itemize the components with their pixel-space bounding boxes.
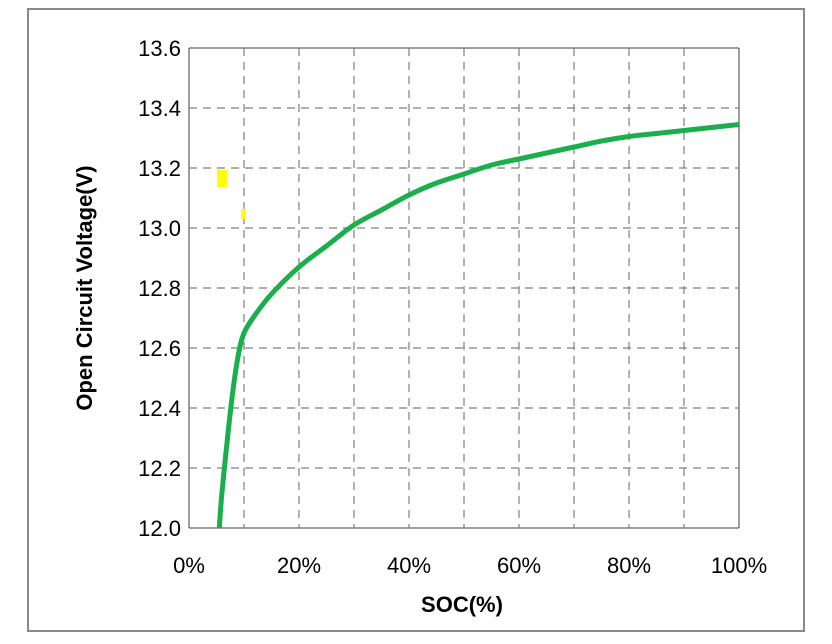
y-tick-label: 12.6: [138, 336, 181, 361]
chart-frame: 12.0 12.2 12.4 12.6 12.8 13.0 13.2 13.4 13.6 0% 2…: [27, 8, 805, 632]
chart-svg: 12.0 12.2 12.4 12.6 12.8 13.0 13.2 13.4 13.6 0% 2…: [72, 36, 767, 617]
x-axis-title: SOC(%): [421, 592, 503, 617]
highlight-mark: [217, 170, 227, 187]
y-tick-label: 13.2: [138, 156, 181, 181]
series-layer: [216, 122, 740, 529]
x-tick-label: 60%: [497, 553, 541, 578]
x-tick-labels: 0% 20% 40% 60% 80% 100%: [173, 553, 767, 578]
series-line: [216, 122, 740, 529]
x-tick-label: 100%: [711, 553, 767, 578]
y-tick-label: 13.4: [138, 96, 181, 121]
x-tick-label: 20%: [277, 553, 321, 578]
x-tick-label: 40%: [387, 553, 431, 578]
x-tick-label: 0%: [173, 553, 205, 578]
grid-lines: [188, 47, 740, 529]
y-tick-label: 12.2: [138, 456, 181, 481]
y-tick-label: 13.6: [138, 36, 181, 61]
y-tick-label: 12.4: [138, 396, 181, 421]
y-tick-label: 13.0: [138, 216, 181, 241]
y-axis-title: Open Circuit Voltage(V): [72, 165, 97, 410]
y-tick-label: 12.8: [138, 276, 181, 301]
y-tick-labels: 12.0 12.2 12.4 12.6 12.8 13.0 13.2 13.4 13.6: [138, 36, 181, 541]
y-tick-label: 12.0: [138, 516, 181, 541]
x-tick-label: 80%: [607, 553, 651, 578]
highlight-marks: [217, 170, 246, 219]
highlight-mark: [241, 209, 246, 219]
